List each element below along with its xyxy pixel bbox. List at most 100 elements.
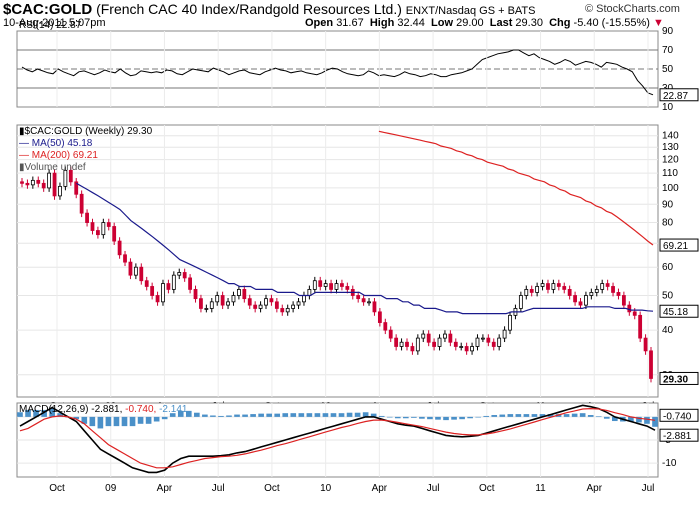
rsi-line bbox=[21, 49, 654, 96]
price-tick-label: 130 bbox=[662, 142, 679, 153]
macd-histogram-bar bbox=[202, 414, 208, 417]
candle bbox=[399, 341, 404, 347]
macd-histogram-bar bbox=[266, 413, 272, 417]
macd-histogram-bar bbox=[105, 416, 112, 427]
candle bbox=[302, 295, 306, 303]
macd-histogram-bar bbox=[25, 409, 31, 417]
rsi-tick-label: 50 bbox=[662, 64, 674, 75]
price-panel bbox=[16, 124, 659, 398]
macd-histogram-bar bbox=[49, 407, 55, 417]
macd-x-tick-label: Oct bbox=[264, 483, 280, 494]
candle bbox=[334, 283, 339, 290]
macd-histogram-bar bbox=[467, 416, 473, 419]
candle bbox=[133, 266, 138, 276]
last-price-box bbox=[659, 371, 699, 385]
macd-x-tick-label: 10 bbox=[320, 483, 332, 494]
candle bbox=[443, 333, 447, 339]
ma50-legend: — MA(50) 45.18 bbox=[19, 138, 93, 149]
macd-histogram-bar bbox=[210, 415, 216, 417]
candle bbox=[475, 337, 480, 347]
candle bbox=[518, 295, 523, 309]
candle bbox=[177, 272, 182, 276]
macd-histogram-bar bbox=[145, 416, 152, 424]
candle bbox=[318, 280, 323, 287]
candle bbox=[79, 193, 84, 214]
candle bbox=[74, 181, 79, 195]
macd-histogram-bar bbox=[636, 416, 642, 423]
macd-tick-label: -10 bbox=[662, 458, 677, 469]
quote-bar: Open 31.67 High 32.44 Low 29.00 Last 29.… bbox=[305, 17, 664, 29]
candle bbox=[85, 212, 89, 223]
candle bbox=[220, 295, 225, 306]
macd-x-tick-label: Apr bbox=[157, 483, 173, 494]
macd-x-tick-label: Jul bbox=[642, 483, 655, 494]
volume-legend: ▮Volume undef bbox=[19, 162, 86, 173]
macd-histogram-bar bbox=[571, 413, 578, 417]
macd-histogram-bar bbox=[451, 416, 457, 420]
candle bbox=[199, 298, 203, 309]
candle bbox=[68, 169, 73, 183]
brand-logo: © StockCharts.com bbox=[585, 3, 680, 15]
candle bbox=[611, 286, 615, 293]
macd-x-tick-label: 09 bbox=[105, 483, 117, 494]
macd-histogram-bar bbox=[234, 414, 240, 417]
macd-histogram-bar bbox=[161, 416, 168, 420]
rsi-last-value: 22.87 bbox=[663, 91, 688, 102]
macd-histogram-bar bbox=[177, 410, 184, 417]
macd-histogram-bar bbox=[411, 416, 417, 418]
low-value: 29.00 bbox=[456, 17, 484, 29]
ma200-line bbox=[378, 130, 654, 246]
macd-histogram-bar bbox=[362, 412, 369, 417]
candle bbox=[497, 337, 502, 347]
candle bbox=[58, 185, 62, 197]
macd-histogram-bar bbox=[258, 413, 264, 417]
macd-x-tick-label: Oct bbox=[479, 483, 495, 494]
macd-histogram-bar bbox=[394, 416, 401, 419]
candle bbox=[307, 289, 312, 296]
macd-last-value-box bbox=[659, 428, 699, 442]
ma50-line bbox=[76, 182, 654, 315]
candle bbox=[258, 304, 263, 309]
macd-histogram-bar bbox=[185, 410, 192, 417]
candle bbox=[621, 295, 626, 306]
candle bbox=[638, 314, 643, 339]
macd-histogram-bar bbox=[306, 413, 313, 417]
macd-histogram-bar bbox=[226, 415, 232, 417]
candle bbox=[231, 295, 236, 303]
candle bbox=[432, 341, 437, 347]
macd-histogram-bar bbox=[242, 414, 248, 417]
candle bbox=[242, 289, 247, 300]
candle bbox=[329, 283, 333, 290]
candle bbox=[524, 289, 529, 296]
macd-histogram-bar bbox=[169, 413, 176, 417]
candle bbox=[361, 298, 366, 303]
candle bbox=[589, 292, 594, 296]
candle bbox=[340, 283, 344, 287]
candle bbox=[41, 182, 46, 189]
candle bbox=[573, 295, 577, 303]
candle bbox=[96, 230, 100, 236]
candle bbox=[540, 283, 545, 287]
macd-x-tick-label: Apr bbox=[372, 483, 388, 494]
price-tick-label: 80 bbox=[662, 218, 674, 229]
price-tick-label: 50 bbox=[662, 291, 674, 302]
candle bbox=[410, 346, 415, 352]
macd-histogram-bar bbox=[611, 416, 618, 422]
macd-histogram-bar bbox=[89, 416, 96, 427]
macd-histogram-bar bbox=[322, 413, 329, 417]
macd-histogram-bar bbox=[290, 413, 297, 417]
macd-histogram-bar bbox=[354, 412, 361, 417]
chg-label: Chg bbox=[549, 17, 571, 29]
price-tick-label: 40 bbox=[662, 325, 674, 336]
macd-histogram-bar bbox=[41, 409, 47, 417]
macd-histogram-bar bbox=[579, 413, 586, 417]
chg-value: -5.40 (-15.55%) bbox=[573, 17, 650, 29]
rsi-tick-label: 90 bbox=[662, 26, 674, 37]
low-label: Low bbox=[431, 17, 454, 29]
rsi-last-value-box bbox=[659, 88, 699, 102]
ma50-last-value-box bbox=[659, 304, 699, 318]
candle bbox=[627, 304, 632, 313]
macd-histogram-bar bbox=[81, 416, 88, 424]
signal-last-value-box bbox=[659, 408, 699, 422]
